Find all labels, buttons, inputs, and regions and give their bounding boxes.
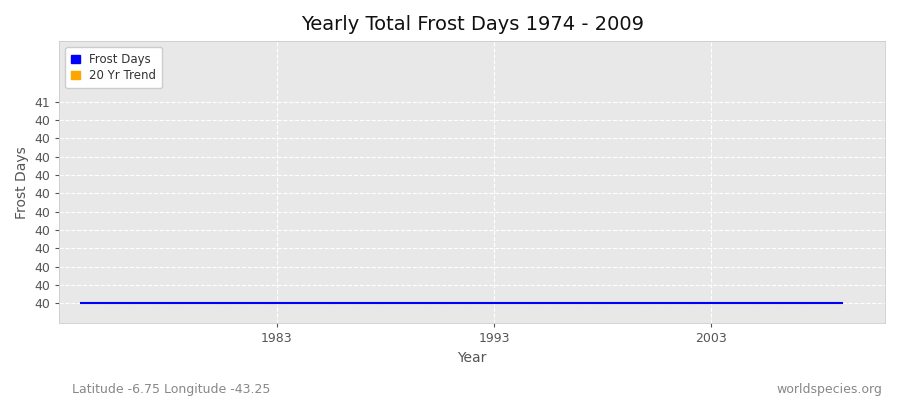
Frost Days (271, 301, 282, 306)
Title: Yearly Total Frost Days 1974 - 2009: Yearly Total Frost Days 1974 - 2009 (301, 15, 644, 34)
Frost Days (76, 301, 86, 306)
Frost Days (249, 301, 260, 306)
Frost Days (119, 301, 130, 306)
Frost Days (401, 301, 412, 306)
Frost Days (662, 301, 673, 306)
Frost Days (206, 301, 217, 306)
Frost Days (532, 301, 543, 306)
Text: worldspecies.org: worldspecies.org (776, 383, 882, 396)
Frost Days (510, 301, 521, 306)
Frost Days (554, 301, 564, 306)
Frost Days (793, 301, 804, 306)
Frost Days (315, 301, 326, 306)
Frost Days (467, 301, 478, 306)
Frost Days (163, 301, 174, 306)
Frost Days (337, 301, 347, 306)
Frost Days (228, 301, 238, 306)
Frost Days (836, 301, 847, 306)
Frost Days (358, 301, 369, 306)
Text: Latitude -6.75 Longitude -43.25: Latitude -6.75 Longitude -43.25 (72, 383, 270, 396)
Frost Days (706, 301, 716, 306)
Legend: Frost Days, 20 Yr Trend: Frost Days, 20 Yr Trend (66, 47, 162, 88)
X-axis label: Year: Year (457, 351, 487, 365)
Frost Days (619, 301, 630, 306)
Frost Days (293, 301, 304, 306)
Frost Days (141, 301, 152, 306)
Frost Days (641, 301, 652, 306)
Frost Days (814, 301, 825, 306)
Frost Days (727, 301, 738, 306)
Y-axis label: Frost Days: Frost Days (15, 146, 29, 219)
Frost Days (750, 301, 760, 306)
Frost Days (97, 301, 108, 306)
Frost Days (446, 301, 456, 306)
Frost Days (423, 301, 434, 306)
Frost Days (684, 301, 695, 306)
Frost Days (184, 301, 195, 306)
Frost Days (598, 301, 608, 306)
Frost Days (771, 301, 782, 306)
Frost Days (575, 301, 586, 306)
Frost Days (380, 301, 391, 306)
Frost Days (489, 301, 500, 306)
